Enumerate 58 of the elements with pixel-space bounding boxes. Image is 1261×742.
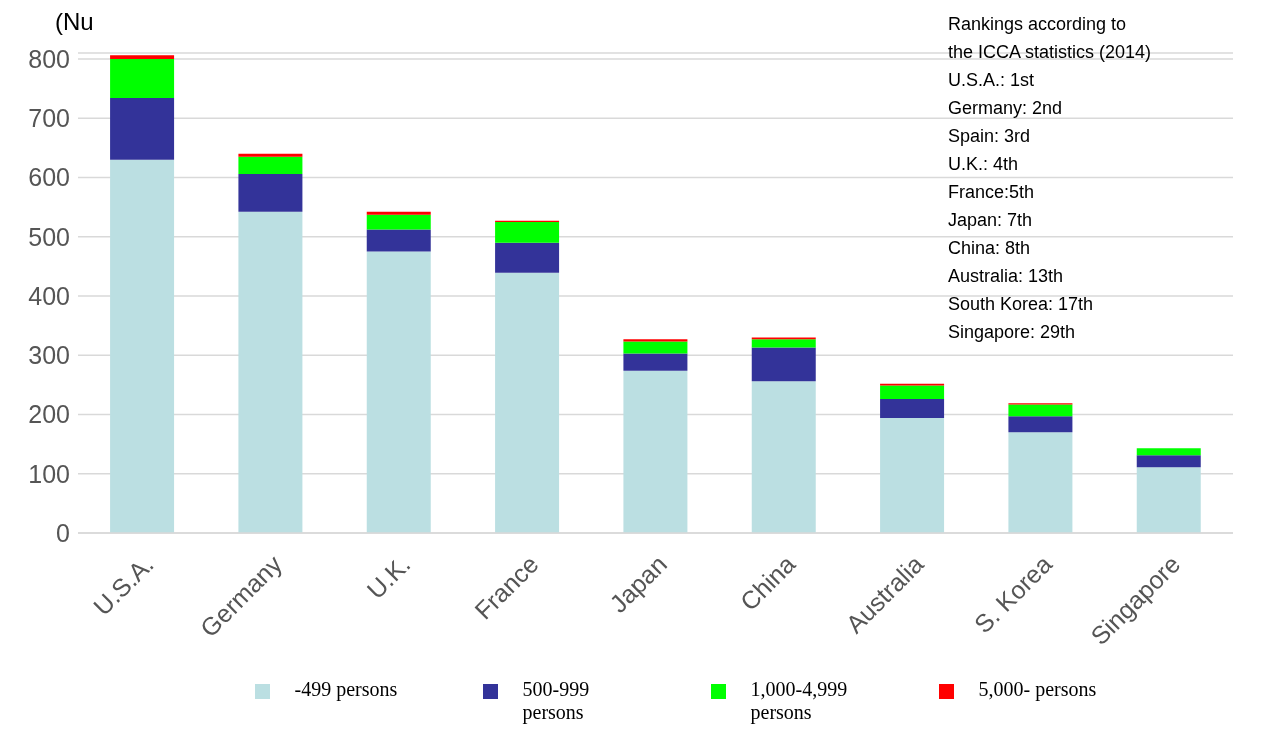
bar — [238, 156, 303, 174]
bar — [110, 58, 175, 99]
bar — [110, 55, 175, 59]
annotation: China: 8th — [948, 237, 1032, 260]
annotation: Singapore: 29th — [948, 321, 1077, 344]
bar — [880, 399, 945, 419]
bar — [623, 353, 688, 371]
annotation: Spain: 3rd — [948, 125, 1032, 148]
bar — [238, 153, 303, 157]
bar — [751, 381, 816, 533]
annotation: U.S.A.: 1st — [948, 69, 1036, 92]
bar — [495, 242, 560, 273]
y-tick-label: 400 — [28, 281, 70, 310]
legend-label: 1,000-4,999 persons — [750, 678, 849, 724]
bar — [495, 221, 560, 243]
y-tick-label: 0 — [56, 518, 70, 547]
y-tick-label: 200 — [28, 400, 70, 429]
bar — [1008, 432, 1073, 533]
annotation: Australia: 13th — [948, 265, 1065, 288]
bar — [623, 341, 688, 354]
y-tick-label: 700 — [28, 104, 70, 133]
bar — [366, 211, 431, 215]
bar — [366, 251, 431, 533]
legend-label: 5,000- persons — [978, 678, 1097, 701]
bar — [495, 272, 560, 533]
bar — [1136, 448, 1201, 456]
bar — [623, 370, 688, 533]
annotation: Japan: 7th — [948, 209, 1034, 232]
bar — [751, 339, 816, 348]
bar — [110, 98, 175, 160]
annotation: South Korea: 17th — [948, 293, 1095, 316]
y-tick-label: 800 — [28, 44, 70, 73]
y-tick-label: 500 — [28, 222, 70, 251]
x-tick-label: U.K. — [361, 549, 416, 604]
bar — [880, 385, 945, 400]
bar — [880, 418, 945, 533]
bar — [110, 159, 175, 533]
bar — [238, 211, 303, 533]
bar — [366, 229, 431, 252]
bar — [623, 339, 688, 342]
annotation: the ICCA statistics (2014) — [948, 41, 1152, 64]
bar — [1136, 467, 1201, 533]
bar — [1008, 416, 1073, 433]
bar — [366, 214, 431, 230]
y-tick-label: 600 — [28, 163, 70, 192]
y-axis-title: (Nu — [55, 8, 94, 36]
bar — [1136, 455, 1201, 468]
y-tick-label: 100 — [28, 459, 70, 488]
legend-label: -499 persons — [294, 678, 398, 701]
annotation: Germany: 2nd — [948, 97, 1064, 120]
bar — [1008, 404, 1073, 417]
bar — [751, 347, 816, 382]
text: Rankings according to — [948, 13, 1128, 36]
y-tick-label: 300 — [28, 341, 70, 370]
annotation: France:5th — [948, 181, 1036, 204]
annotation: U.K.: 4th — [948, 153, 1020, 176]
bar — [238, 173, 303, 212]
legend-label: 500-999 persons — [522, 678, 591, 724]
